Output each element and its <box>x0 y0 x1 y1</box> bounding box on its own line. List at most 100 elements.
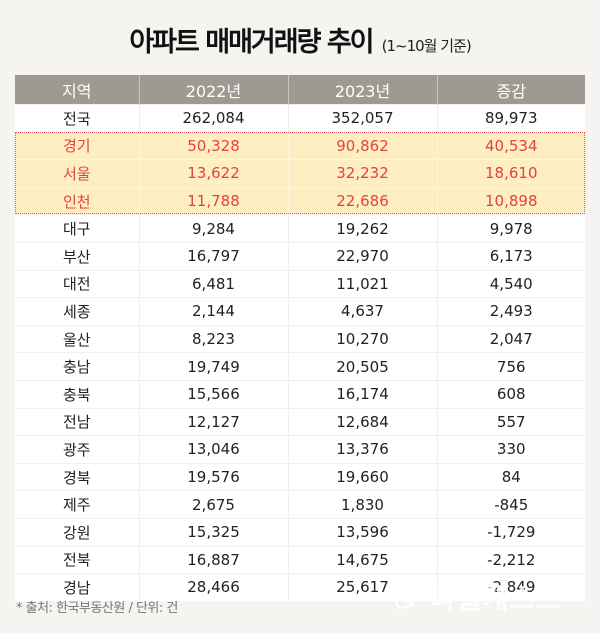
transaction-table: 지역 2022년 2023년 증감 전국 262,084 352,057 89,973… <box>15 75 585 601</box>
change-cell: -1,729 <box>436 517 585 546</box>
value-2022-cell: 15,325 <box>138 517 288 546</box>
table-row: 인천 11,788 22,686 10,898 <box>15 186 585 215</box>
value-2022-cell: 2,144 <box>138 297 288 326</box>
table-row: 경북 19,576 19,660 84 <box>15 462 585 491</box>
chart-title: 아파트 매매거래량 추이 (1~10월 기준) <box>0 20 600 59</box>
region-cell: 세종 <box>15 297 139 326</box>
watermark-text: 리얼캐스트 <box>429 582 563 615</box>
value-2023-cell: 22,686 <box>287 186 437 215</box>
value-2022-cell: 16,797 <box>138 241 288 271</box>
value-2023-cell: 20,505 <box>287 352 437 381</box>
value-2023-cell: 1,830 <box>287 490 437 519</box>
realcast-logo-icon <box>394 583 421 609</box>
region-cell: 경북 <box>15 462 139 491</box>
value-2022-cell: 8,223 <box>138 324 288 353</box>
value-2023-cell: 19,262 <box>287 214 437 243</box>
value-2023-cell: 11,021 <box>287 269 437 298</box>
region-cell: 전북 <box>15 545 139 574</box>
change-cell: 4,540 <box>436 269 585 298</box>
change-cell: 2,493 <box>436 297 585 326</box>
change-cell: 557 <box>436 407 585 436</box>
header-2023: 2023년 <box>287 75 437 105</box>
table-row: 세종 2,144 4,637 2,493 <box>15 297 585 326</box>
table-row: 전북 16,887 14,675 -2,212 <box>15 545 585 574</box>
value-2022-cell: 13,622 <box>138 159 288 188</box>
change-cell: 18,610 <box>436 159 585 188</box>
table-row: 대전 6,481 11,021 4,540 <box>15 269 585 298</box>
region-cell: 전국 <box>15 104 139 133</box>
region-cell: 인천 <box>15 186 139 215</box>
value-2022-cell: 28,466 <box>138 573 288 601</box>
value-2022-cell: 6,481 <box>138 269 288 298</box>
value-2022-cell: 262,084 <box>138 104 288 133</box>
value-2023-cell: 13,376 <box>287 435 437 464</box>
region-cell: 충남 <box>15 352 139 381</box>
title-subtitle: (1~10월 기준) <box>381 37 472 55</box>
value-2022-cell: 19,576 <box>138 462 288 491</box>
header-change: 증감 <box>436 75 585 105</box>
value-2022-cell: 50,328 <box>138 131 288 160</box>
table-row: 부산 16,797 22,970 6,173 <box>15 241 585 271</box>
title-main: 아파트 매매거래량 추이 <box>129 27 374 58</box>
value-2022-cell: 13,046 <box>138 435 288 464</box>
value-2022-cell: 15,566 <box>138 379 288 409</box>
table-row: 광주 13,046 13,376 330 <box>15 435 585 464</box>
change-cell: 2,047 <box>436 324 585 353</box>
region-cell: 대구 <box>15 214 139 243</box>
change-cell: 10,898 <box>436 186 585 215</box>
value-2023-cell: 10,270 <box>287 324 437 353</box>
table-row: 전국 262,084 352,057 89,973 <box>15 104 585 133</box>
change-cell: 330 <box>436 435 585 464</box>
table-row: 충남 19,749 20,505 756 <box>15 352 585 381</box>
value-2023-cell: 13,596 <box>287 517 437 546</box>
table-row: 울산 8,223 10,270 2,047 <box>15 324 585 353</box>
value-2023-cell: 22,970 <box>287 241 437 271</box>
table-row: 강원 15,325 13,596 -1,729 <box>15 517 585 546</box>
value-2022-cell: 19,749 <box>138 352 288 381</box>
change-cell: 40,534 <box>436 131 585 160</box>
change-cell: -2,849 <box>436 573 585 601</box>
value-2023-cell: 14,675 <box>287 545 437 574</box>
value-2023-cell: 19,660 <box>287 462 437 491</box>
header-2022: 2022년 <box>138 75 288 105</box>
value-2023-cell: 16,174 <box>287 379 437 409</box>
value-2023-cell: 352,057 <box>287 104 437 133</box>
header-region: 지역 <box>15 75 139 105</box>
watermark: 리얼캐스트 <box>393 577 563 617</box>
change-cell: 9,978 <box>436 214 585 243</box>
change-cell: 608 <box>436 379 585 409</box>
change-cell: 6,173 <box>436 241 585 271</box>
region-cell: 부산 <box>15 241 139 271</box>
region-cell: 경기 <box>15 131 139 160</box>
change-cell: 756 <box>436 352 585 381</box>
value-2022-cell: 16,887 <box>138 545 288 574</box>
value-2022-cell: 12,127 <box>138 407 288 436</box>
region-cell: 제주 <box>15 490 139 519</box>
table-row: 제주 2,675 1,830 -845 <box>15 490 585 519</box>
change-cell: -2,212 <box>436 545 585 574</box>
value-2023-cell: 90,862 <box>287 131 437 160</box>
change-cell: -845 <box>436 490 585 519</box>
region-cell: 광주 <box>15 435 139 464</box>
region-cell: 충북 <box>15 379 139 409</box>
value-2022-cell: 2,675 <box>138 490 288 519</box>
table-row: 대구 9,284 19,262 9,978 <box>15 214 585 243</box>
region-cell: 강원 <box>15 517 139 546</box>
change-cell: 89,973 <box>436 104 585 133</box>
table-row: 서울 13,622 32,232 18,610 <box>15 159 585 188</box>
value-2022-cell: 11,788 <box>138 186 288 215</box>
region-cell: 전남 <box>15 407 139 436</box>
source-footnote: * 출처: 한국부동산원 / 단위: 건 <box>16 601 178 616</box>
region-cell: 대전 <box>15 269 139 298</box>
value-2023-cell: 32,232 <box>287 159 437 188</box>
header-row: 지역 2022년 2023년 증감 <box>15 75 585 105</box>
region-cell: 서울 <box>15 159 139 188</box>
table-row: 충북 15,566 16,174 608 <box>15 379 585 409</box>
change-cell: 84 <box>436 462 585 491</box>
value-2023-cell: 4,637 <box>287 297 437 326</box>
table-row: 경기 50,328 90,862 40,534 <box>15 131 585 160</box>
region-cell: 경남 <box>15 573 139 601</box>
value-2022-cell: 9,284 <box>138 214 288 243</box>
region-cell: 울산 <box>15 324 139 353</box>
table-row: 전남 12,127 12,684 557 <box>15 407 585 436</box>
